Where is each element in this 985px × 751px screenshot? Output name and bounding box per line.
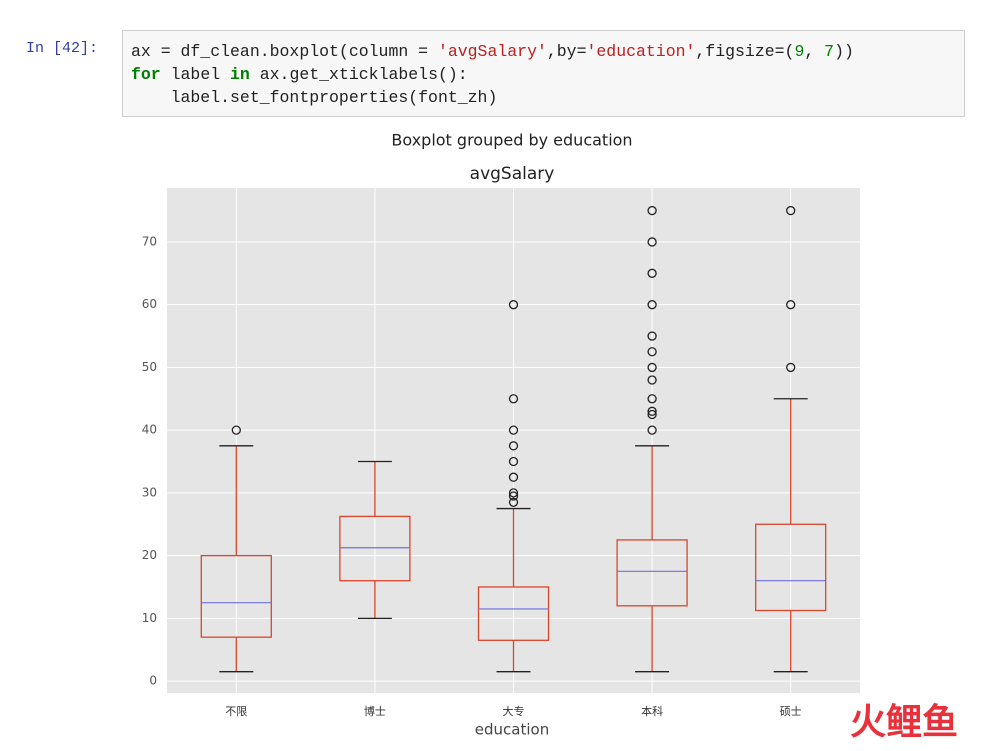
code-line: ax = df_clean.boxplot(column = 'avgSalar… (131, 40, 956, 63)
code-line: label.set_fontproperties(font_zh) (131, 86, 956, 109)
code-cell[interactable]: ax = df_clean.boxplot(column = 'avgSalar… (122, 30, 965, 117)
outlier (647, 205, 657, 216)
y-tick-label: 30 (142, 485, 157, 499)
x-tick-label: 硕士 (780, 705, 802, 718)
outlier (647, 394, 657, 404)
code-token: )) (834, 42, 854, 61)
code-token: , (804, 42, 825, 61)
x-tick-label: 博士 (364, 705, 386, 718)
code-token: ax = df_clean.boxplot(column = (131, 42, 438, 61)
outlier (231, 425, 241, 435)
outlier (508, 456, 519, 467)
outlier (647, 347, 657, 357)
code-token: ax.get_xticklabels(): (249, 65, 468, 84)
code-token: ,figsize=( (695, 42, 795, 61)
code-token: 'education' (586, 42, 696, 61)
y-tick-label: 40 (142, 423, 157, 437)
outlier (647, 425, 657, 435)
outlier (647, 237, 657, 247)
outlier (647, 300, 657, 310)
code-token: in (230, 65, 250, 84)
x-tick-label: 不限 (225, 705, 247, 718)
outlier (786, 205, 796, 216)
suptitle: Boxplot grouped by education (391, 131, 632, 150)
cell-prompt: In [42]: (26, 40, 99, 57)
chart-title: avgSalary (470, 164, 555, 184)
outlier (647, 375, 657, 385)
outlier (647, 409, 657, 420)
outlier (508, 491, 519, 501)
outlier (508, 425, 519, 435)
outlier (647, 331, 657, 341)
box (339, 515, 411, 582)
y-tick-label: 50 (142, 360, 157, 374)
code-line: for label in ax.get_xticklabels(): (131, 63, 956, 86)
code-token: label.set_fontproperties(font_zh) (131, 88, 498, 107)
y-tick-label: 20 (142, 548, 157, 562)
code-token: ,by= (546, 42, 587, 61)
outlier (647, 406, 657, 416)
watermark: 火鲤鱼 (850, 702, 958, 743)
outlier (786, 300, 796, 310)
x-tick-label: 本科 (641, 704, 663, 718)
outlier (647, 362, 657, 373)
code-token: for (131, 65, 161, 84)
box (755, 523, 827, 612)
outlier (508, 497, 519, 507)
outlier (508, 441, 519, 451)
outlier (647, 268, 657, 278)
code-token: label (160, 65, 231, 84)
outlier (508, 488, 519, 498)
outlier (508, 394, 519, 404)
y-tick-label: 70 (142, 234, 157, 248)
x-axis-label: education (475, 721, 549, 739)
code-token: 9 (794, 42, 805, 61)
code-token: 7 (824, 42, 835, 61)
box (200, 554, 272, 638)
box (616, 539, 688, 607)
y-tick-label: 60 (142, 297, 157, 311)
code-token: 'avgSalary' (437, 42, 547, 61)
outlier (508, 472, 519, 482)
y-tick-label: 0 (149, 674, 157, 688)
outlier (786, 362, 796, 373)
outlier (508, 300, 519, 310)
box (477, 586, 550, 641)
x-tick-label: 大专 (503, 704, 525, 718)
y-tick-label: 10 (142, 611, 157, 625)
